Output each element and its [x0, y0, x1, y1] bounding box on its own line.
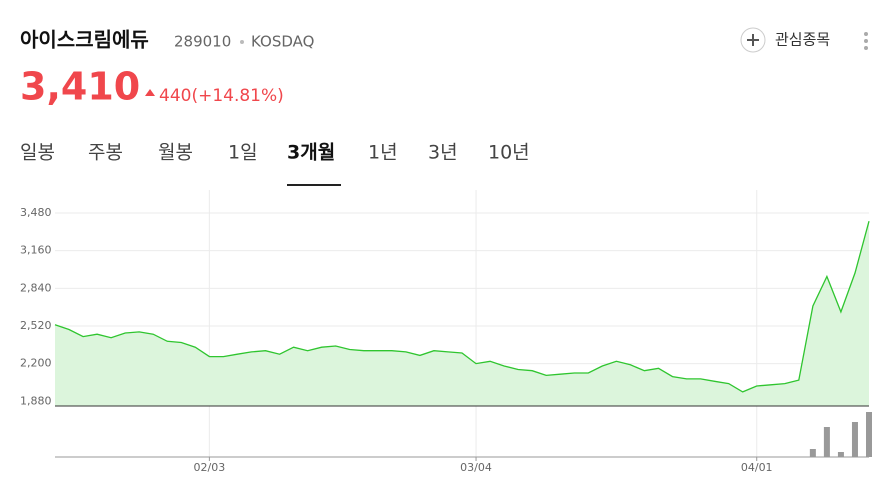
watch-button[interactable]: 관심종목 [740, 27, 830, 53]
plus-sign [747, 34, 759, 46]
market: KOSDAQ [251, 33, 314, 51]
separator-dot [240, 40, 244, 44]
y-tick-label: 3,160 [20, 244, 52, 257]
change: 440(+14.81%) [159, 86, 284, 106]
stock-name: 아이스크림에듀 [20, 28, 149, 52]
volume-bar [837, 452, 844, 457]
tabs: 일봉 주봉 월봉 1일 3개월 1년 3년 10년 [20, 142, 530, 164]
stock-code: 289010 [174, 33, 231, 51]
tab[interactable]: 10년 [488, 142, 530, 164]
x-tick-label: 04/01 [741, 461, 773, 474]
volume-bar [809, 449, 816, 457]
y-tick-label: 1,880 [20, 394, 52, 407]
price-line [54, 221, 870, 393]
up-arrow [145, 89, 155, 96]
y-tick-label: 2,200 [20, 357, 52, 370]
tab[interactable]: 월봉 [158, 142, 193, 164]
y-tick-label: 2,520 [20, 319, 52, 332]
watch-label: 관심종목 [775, 31, 830, 49]
more-menu[interactable] [864, 32, 868, 50]
y-tick-label: 2,840 [20, 281, 52, 294]
x-tick-label: 02/03 [194, 461, 226, 474]
volume-bar [823, 427, 830, 457]
dot [864, 46, 868, 50]
y-tick-label: 3,480 [20, 206, 52, 219]
tab[interactable]: 1일 [228, 142, 258, 164]
tab[interactable]: 1년 [368, 142, 398, 164]
tab[interactable]: 3년 [428, 142, 458, 164]
tab[interactable]: 주봉 [88, 142, 123, 164]
chart: 1,880 2,200 2,520 2,840 3,160 3,480 02/03 03/04… [20, 190, 872, 474]
price-area [55, 221, 869, 406]
dot [864, 32, 868, 36]
volume-bar [851, 422, 858, 457]
tab[interactable]: 3개월 [287, 142, 335, 164]
price: 3,410 [20, 65, 140, 109]
dot [864, 39, 868, 43]
volume-bar [866, 412, 872, 457]
x-tick-label: 03/04 [460, 461, 492, 474]
tab[interactable]: 일봉 [20, 142, 55, 164]
